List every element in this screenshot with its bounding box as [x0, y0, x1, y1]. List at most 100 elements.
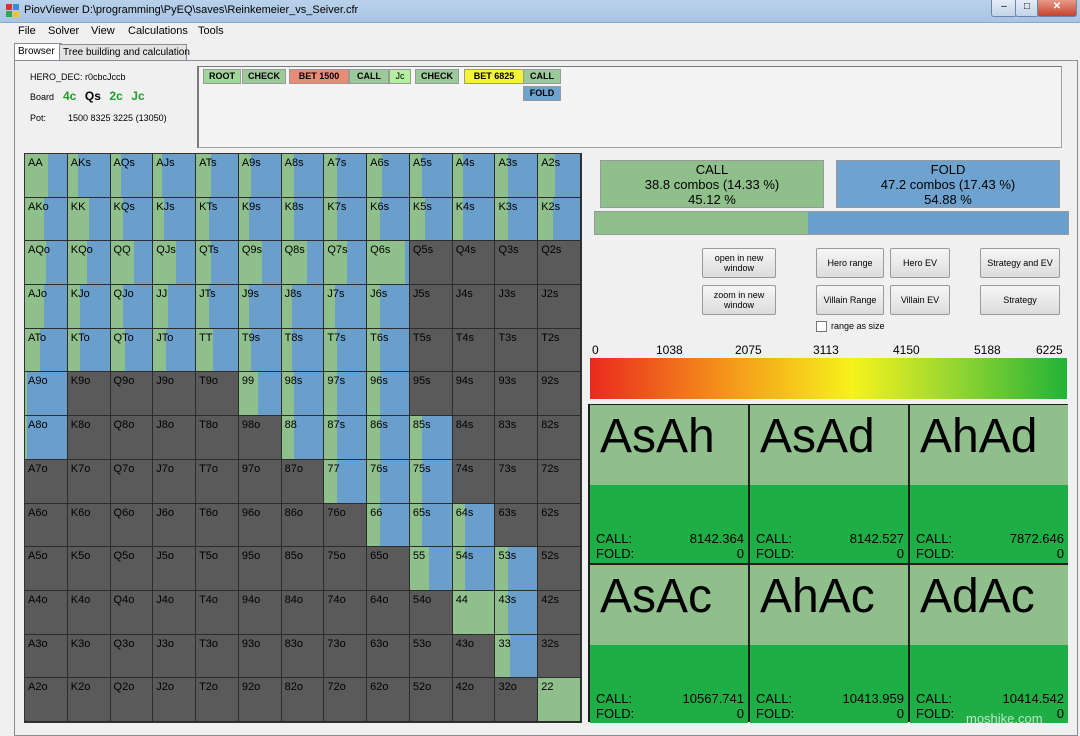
combo-cell[interactable]: AhAd CALL: 7872.646 FOLD: 0 — [910, 405, 1068, 563]
range-cell[interactable]: K7s — [324, 197, 368, 242]
range-cell[interactable]: Q6o — [110, 503, 154, 548]
range-cell[interactable]: A6s — [367, 154, 410, 198]
range-cell[interactable]: J9o — [153, 372, 197, 417]
range-cell[interactable]: JJ — [153, 285, 197, 329]
range-cell[interactable]: JTo — [153, 328, 197, 373]
range-cell[interactable]: QTo — [110, 328, 154, 373]
range-cell[interactable]: A2o — [25, 678, 68, 722]
range-cell[interactable]: ATs — [196, 154, 239, 198]
strategy-button[interactable]: Strategy — [980, 285, 1060, 315]
range-cell[interactable]: 65o — [367, 547, 410, 591]
range-cell[interactable]: AKs — [67, 154, 111, 198]
range-cell[interactable]: 63o — [367, 634, 410, 679]
range-cell[interactable]: T4s — [452, 328, 496, 373]
range-cell[interactable]: 97s — [324, 372, 368, 417]
range-cell[interactable]: Q9o — [110, 372, 154, 417]
range-cell[interactable]: T2s — [538, 328, 581, 373]
range-cell[interactable]: T4o — [196, 590, 239, 635]
checkbox-box[interactable] — [816, 321, 827, 333]
combo-cell[interactable]: AsAc CALL: 10567.741 FOLD: 0 — [590, 565, 748, 723]
range-cell[interactable]: QJo — [110, 285, 154, 329]
combo-cell[interactable]: AsAd CALL: 8142.527 FOLD: 0 — [750, 405, 908, 563]
range-cell[interactable]: J2s — [538, 285, 581, 329]
range-as-size-checkbox[interactable]: range as size — [816, 321, 885, 333]
range-cell[interactable]: J7o — [153, 459, 197, 504]
range-cell[interactable]: J6s — [367, 285, 410, 329]
range-cell[interactable]: KK — [67, 197, 111, 242]
range-cell[interactable]: J5o — [153, 547, 197, 591]
range-cell[interactable]: J8o — [153, 416, 197, 460]
minimize-button[interactable]: ‒ — [991, 0, 1017, 17]
range-cell[interactable]: Q9s — [238, 241, 282, 286]
range-cell[interactable]: 44 — [452, 590, 496, 635]
range-cell[interactable]: T7o — [196, 459, 239, 504]
maximize-button[interactable]: □ — [1015, 0, 1039, 17]
range-cell[interactable]: K4s — [452, 197, 496, 242]
menu-tools[interactable]: Tools — [198, 25, 224, 37]
range-cell[interactable]: 72s — [538, 459, 581, 504]
path-node-call[interactable]: CALL — [349, 69, 389, 84]
range-cell[interactable]: 96s — [367, 372, 410, 417]
range-cell[interactable]: 83s — [495, 416, 539, 460]
range-cell[interactable]: 94o — [238, 590, 282, 635]
range-cell[interactable]: 95o — [238, 547, 282, 591]
range-cell[interactable]: 85o — [281, 547, 325, 591]
range-cell[interactable]: 32o — [495, 678, 539, 722]
range-cell[interactable]: 75s — [409, 459, 453, 504]
range-cell[interactable]: 94s — [452, 372, 496, 417]
range-cell[interactable]: T9s — [238, 328, 282, 373]
range-cell[interactable]: AQo — [25, 241, 68, 286]
menu-solver[interactable]: Solver — [48, 25, 80, 37]
range-cell[interactable]: K7o — [67, 459, 111, 504]
combo-cell[interactable]: AsAh CALL: 8142.364 FOLD: 0 — [590, 405, 748, 563]
range-cell[interactable]: KTo — [67, 328, 111, 373]
range-cell[interactable]: QTs — [196, 241, 239, 286]
range-cell[interactable]: 96o — [238, 503, 282, 548]
range-cell[interactable]: J5s — [409, 285, 453, 329]
range-cell[interactable]: Q8s — [281, 241, 325, 286]
range-cell[interactable]: 43s — [495, 590, 539, 635]
range-cell[interactable]: 86s — [367, 416, 410, 460]
range-cell[interactable]: JTs — [196, 285, 239, 329]
range-cell[interactable]: J2o — [153, 678, 197, 722]
range-cell[interactable]: AJo — [25, 285, 68, 329]
path-node-call[interactable]: CALL — [523, 69, 561, 84]
range-cell[interactable]: 74o — [324, 590, 368, 635]
range-cell[interactable]: KQs — [110, 197, 154, 242]
range-cell[interactable]: A9o — [25, 372, 68, 417]
range-cell[interactable]: 93o — [238, 634, 282, 679]
range-cell[interactable]: K6o — [67, 503, 111, 548]
range-cell[interactable]: 72o — [324, 678, 368, 722]
range-cell[interactable]: 77 — [324, 459, 368, 504]
menu-view[interactable]: View — [91, 25, 115, 37]
range-cell[interactable]: J4s — [452, 285, 496, 329]
menu-file[interactable]: File — [18, 25, 36, 37]
range-cell[interactable]: Q4o — [110, 590, 154, 635]
range-cell[interactable]: 64o — [367, 590, 410, 635]
range-cell[interactable]: 74s — [452, 459, 496, 504]
range-cell[interactable]: AKo — [25, 197, 68, 242]
range-cell[interactable]: 92o — [238, 678, 282, 722]
range-cell[interactable]: KTs — [196, 197, 239, 242]
range-cell[interactable]: 73o — [324, 634, 368, 679]
range-cell[interactable]: K4o — [67, 590, 111, 635]
range-cell[interactable]: T5s — [409, 328, 453, 373]
range-cell[interactable]: J8s — [281, 285, 325, 329]
range-cell[interactable]: 87o — [281, 459, 325, 504]
range-cell[interactable]: KJo — [67, 285, 111, 329]
range-cell[interactable]: TT — [196, 328, 239, 373]
range-cell[interactable]: 98s — [281, 372, 325, 417]
range-cell[interactable]: 63s — [495, 503, 539, 548]
range-cell[interactable]: QJs — [153, 241, 197, 286]
path-node-check[interactable]: CHECK — [415, 69, 459, 84]
range-cell[interactable]: A8o — [25, 416, 68, 460]
hero-ev-button[interactable]: Hero EV — [890, 248, 950, 278]
range-cell[interactable]: J7s — [324, 285, 368, 329]
range-cell[interactable]: 53o — [409, 634, 453, 679]
range-cell[interactable]: Q3o — [110, 634, 154, 679]
range-cell[interactable]: 99 — [238, 372, 282, 417]
hero-range-button[interactable]: Hero range — [816, 248, 884, 278]
range-cell[interactable]: J4o — [153, 590, 197, 635]
range-cell[interactable]: 76o — [324, 503, 368, 548]
range-cell[interactable]: K3s — [495, 197, 539, 242]
